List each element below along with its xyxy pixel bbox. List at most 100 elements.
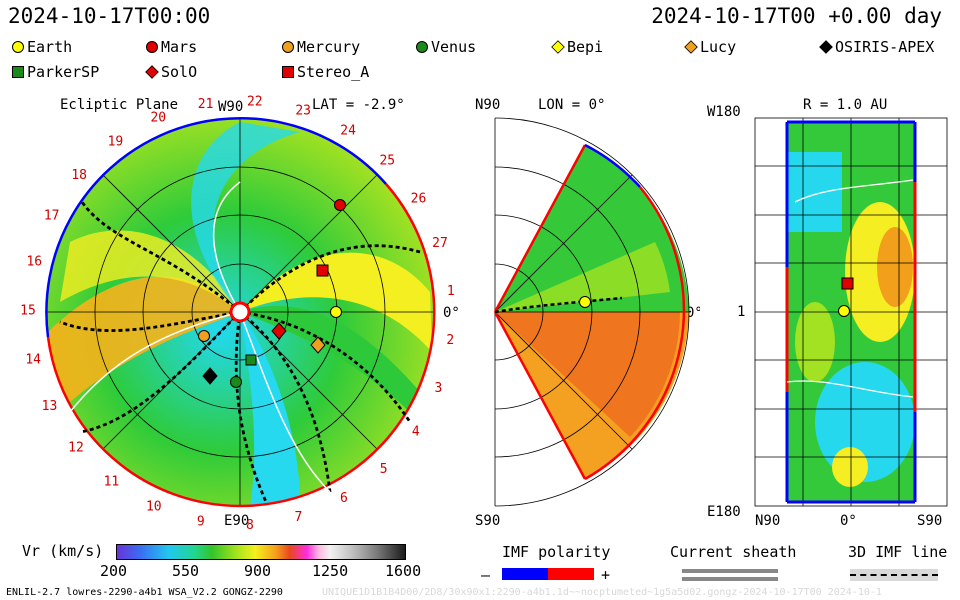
legend-label: OSIRIS-APEX: [835, 38, 935, 56]
lucy-marker-icon: [684, 40, 698, 54]
earth-marker-lonlat: [838, 305, 850, 317]
speed-colorbar: [116, 544, 406, 560]
colorbar-tick: 1250: [312, 562, 349, 580]
carrington-label: 10: [146, 500, 162, 515]
carrington-label: 7: [294, 510, 302, 525]
carrington-label: 17: [44, 209, 60, 224]
mercury-marker-icon: [282, 41, 294, 53]
carrington-label: 21: [198, 97, 214, 112]
lonlat-x-left-label: N90: [755, 513, 780, 529]
mars-marker-icon: [146, 41, 158, 53]
carrington-label: 11: [104, 475, 120, 490]
legend-label: ParkerSP: [27, 63, 100, 81]
carrington-label: 12: [68, 440, 84, 455]
carrington-label: 6: [340, 491, 348, 506]
lonlat-panel: R = 1.0 AU W180 E180 1 N90 0° S90: [707, 97, 948, 529]
imf-sector-boundaries: [69, 181, 331, 493]
carrington-label: 19: [108, 135, 124, 150]
osiris-apex-marker-icon: [819, 40, 833, 54]
colorbar-label: Vr (km/s): [22, 542, 104, 560]
legend-lucy: Lucy: [684, 38, 736, 56]
imf-positive-swatch: [548, 568, 594, 580]
legend-mercury: Mercury: [282, 38, 360, 56]
mars-marker: [334, 199, 346, 211]
legend-label: Venus: [431, 38, 477, 56]
imf-plus-sign: +: [601, 566, 611, 584]
sun-icon: [229, 301, 251, 323]
osiris-apex-marker: [202, 367, 218, 385]
legend-osiris-apex: OSIRIS-APEX: [819, 38, 935, 56]
carrington-label: 14: [25, 353, 41, 368]
legend-label: SolO: [161, 63, 198, 81]
model-time-right: 2024-10-17T00 +0.00 day: [651, 4, 942, 28]
legend-label: Mars: [161, 38, 198, 56]
imf-minus-sign: –: [481, 566, 491, 584]
colorbar-tick: 200: [100, 562, 128, 580]
imf-polarity-title: IMF polarity: [502, 543, 611, 561]
carrington-label: 26: [411, 192, 427, 207]
model-footer: ENLIL-2.7 lowres-2290-a4b1 WSA_V2.2 GONG…: [6, 587, 283, 598]
carrington-label: 16: [26, 255, 42, 270]
legend-bepi: Bepi: [551, 38, 604, 56]
legend-label: Stereo_A: [297, 63, 370, 81]
solo-marker: [271, 322, 287, 340]
ecliptic-lat-label: LAT = -2.9°: [312, 97, 405, 113]
colorbar-tick: 1600: [385, 562, 422, 580]
carrington-label: 9: [197, 514, 205, 529]
bepi-marker-icon: [551, 40, 565, 54]
earth-marker-icon: [12, 41, 24, 53]
lonlat-top-left-label: W180: [707, 104, 741, 120]
current-sheath-swatch-top: [682, 569, 778, 573]
imf-polarity-rim: [45, 117, 436, 508]
lonlat-mid-left-label: 1: [737, 304, 745, 320]
model-footer-id: UNIQUE1D1B1B4D00/2D8/30x90x1:2290-a4b1.1…: [322, 587, 882, 598]
meridional-imf-line: [494, 296, 623, 314]
carrington-label: 20: [150, 110, 166, 125]
legend-stereo-a: Stereo_A: [282, 63, 369, 81]
mercury-marker: [198, 330, 210, 342]
lonlat-x-mid-label: 0°: [840, 513, 857, 529]
lonlat-title: R = 1.0 AU: [803, 97, 887, 113]
object-legend: Earth Mars Mercury Venus Bepi Lucy OSIRI…: [0, 38, 960, 82]
meridional-bottom-label: S90: [475, 513, 500, 529]
meridional-grid: [494, 117, 690, 507]
meridional-panel: N90 LON = 0° S90 0°: [475, 97, 700, 529]
legend-venus: Venus: [416, 38, 476, 56]
ecliptic-bottom-label: E90: [224, 513, 249, 529]
venus-marker-icon: [416, 41, 428, 53]
carrington-label: 13: [42, 399, 58, 414]
current-sheath-lines: [59, 201, 421, 503]
meridional-right-label: 0°: [686, 305, 700, 321]
legend-label: Bepi: [567, 38, 604, 56]
parkersp-marker-icon: [12, 66, 24, 78]
ecliptic-plane-panel: Ecliptic Plane W90 LAT = -2.9° E90 0°: [20, 95, 460, 533]
carrington-label: 8: [246, 518, 254, 532]
meridional-speed-wedge: [495, 145, 689, 479]
stereo-a-marker-lonlat: [841, 277, 854, 290]
carrington-label: 25: [379, 154, 395, 169]
stereo-a-marker-icon: [282, 66, 294, 78]
legend-solo: SolO: [145, 63, 198, 81]
colorbar-tick: 900: [244, 562, 272, 580]
imf-line-swatch: [850, 574, 938, 576]
carrington-label: 1: [447, 284, 455, 299]
colorbar-tick: 550: [172, 562, 200, 580]
stereo-a-marker: [316, 264, 329, 277]
imf-negative-swatch: [502, 568, 548, 580]
carrington-label: 4: [412, 425, 420, 440]
ecliptic-object-markers: [198, 199, 346, 388]
solo-marker-icon: [145, 65, 159, 79]
lonlat-bottom-left-label: E180: [707, 504, 741, 520]
carrington-label: 2: [446, 333, 454, 348]
model-time-left: 2024-10-17T00:00: [8, 4, 211, 28]
legend-mars: Mars: [146, 38, 197, 56]
ecliptic-right-label: 0°: [443, 305, 460, 321]
carrington-label: 24: [340, 124, 356, 139]
current-sheath-swatch-bottom: [682, 577, 778, 581]
earth-marker-meridional: [579, 296, 591, 308]
current-sheath-title: Current sheath: [670, 543, 797, 561]
legend-earth: Earth: [12, 38, 72, 56]
ecliptic-top-label: W90: [218, 99, 243, 115]
imf-line-title: 3D IMF line: [848, 543, 948, 561]
